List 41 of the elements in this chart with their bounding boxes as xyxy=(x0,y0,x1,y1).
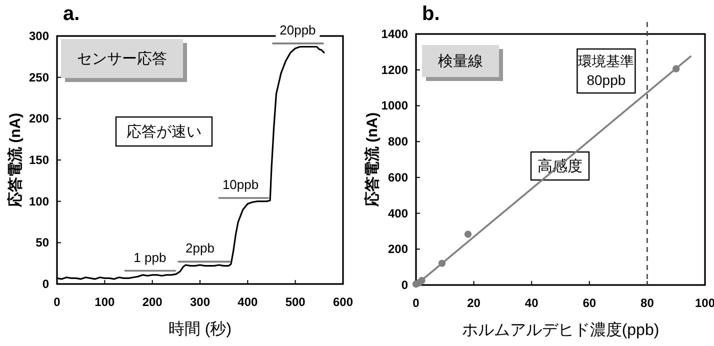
y-tick-label: 1000 xyxy=(381,98,408,113)
x-tick-label: 40 xyxy=(524,296,539,310)
y-tick-label: 50 xyxy=(36,236,50,250)
x-tick-label: 200 xyxy=(142,295,163,309)
y-tick-label: 150 xyxy=(28,153,50,167)
y-tick-label: 100 xyxy=(28,194,50,208)
x-tick-label: 400 xyxy=(238,295,258,309)
annotation: 応答が速い xyxy=(126,124,202,140)
y-tick-label: 1200 xyxy=(381,62,408,77)
y-tick-label: 0 xyxy=(401,278,408,292)
y-tick-label: 600 xyxy=(388,170,408,184)
y-tick-label: 0 xyxy=(42,277,50,291)
x-tick-label: 0 xyxy=(54,295,61,309)
annotation: センサー応答 xyxy=(77,50,167,68)
y-tick-label: 200 xyxy=(28,112,50,126)
chart-title: b. xyxy=(422,3,440,25)
ref-line-label: 環境基準 80ppb xyxy=(578,53,634,88)
x-tick-label: 300 xyxy=(190,295,210,309)
y-tick-label: 200 xyxy=(388,242,408,256)
y-tick-label: 1400 xyxy=(381,27,408,41)
chart-title: a. xyxy=(63,3,80,25)
y-tick-label: 300 xyxy=(28,29,50,43)
y-axis-title: 応答電流 (nA) xyxy=(6,112,24,208)
x-tick-label: 100 xyxy=(94,295,115,309)
x-tick-label: 0 xyxy=(412,296,420,310)
y-tick-label: 400 xyxy=(388,206,408,220)
x-axis-title: ホルムアルデヒド濃度(ppb) xyxy=(462,321,660,339)
x-tick-label: 20 xyxy=(467,296,481,310)
x-tick-label: 500 xyxy=(285,295,306,309)
x-tick-label: 80 xyxy=(640,296,654,310)
y-tick-label: 800 xyxy=(388,134,408,149)
y-tick-label: 250 xyxy=(28,70,50,84)
x-tick-label: 60 xyxy=(582,296,596,310)
annotation: 1 ppb xyxy=(134,250,166,265)
x-axis-title: 時間 (秒) xyxy=(168,320,232,338)
y-axis-title: 応答電流 (nA) xyxy=(363,112,381,208)
annotation: 20ppb xyxy=(280,22,316,38)
annotation: 検量線 xyxy=(438,53,483,70)
annotation: 10ppb xyxy=(222,177,259,192)
x-tick-label: 600 xyxy=(332,295,354,309)
annotation: 2ppb xyxy=(186,240,214,256)
